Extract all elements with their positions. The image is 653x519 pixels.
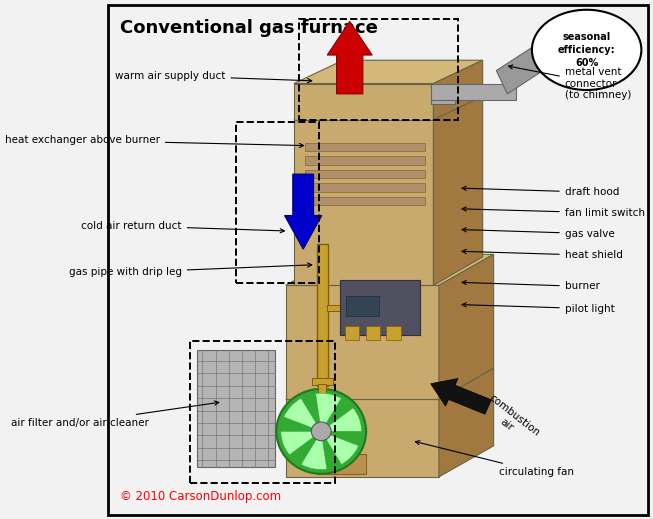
Wedge shape — [321, 408, 362, 431]
Bar — [317, 244, 328, 386]
Wedge shape — [315, 393, 342, 431]
Polygon shape — [496, 42, 551, 94]
Text: © 2010 CarsonDunlop.com: © 2010 CarsonDunlop.com — [120, 490, 281, 503]
Polygon shape — [431, 84, 455, 104]
Wedge shape — [281, 431, 321, 455]
Text: seasonal
efficiency:
60%: seasonal efficiency: 60% — [558, 32, 615, 68]
Bar — [326, 305, 347, 311]
Bar — [317, 454, 366, 474]
Polygon shape — [285, 285, 439, 399]
Text: gas valve: gas valve — [462, 228, 614, 239]
Polygon shape — [305, 157, 425, 165]
Polygon shape — [285, 368, 494, 399]
Polygon shape — [294, 120, 434, 285]
Ellipse shape — [535, 37, 562, 57]
Text: combustion
air: combustion air — [479, 392, 541, 447]
Text: draft hood: draft hood — [462, 186, 619, 197]
Text: pilot light: pilot light — [462, 303, 614, 313]
Text: warm air supply duct: warm air supply duct — [115, 71, 311, 83]
Polygon shape — [305, 143, 425, 152]
Polygon shape — [305, 197, 425, 205]
Polygon shape — [305, 183, 425, 192]
Bar — [236, 122, 319, 283]
Text: heat exchanger above burner: heat exchanger above burner — [5, 135, 304, 147]
Polygon shape — [294, 91, 483, 120]
Text: gas pipe with drip leg: gas pipe with drip leg — [69, 263, 311, 278]
Ellipse shape — [539, 40, 558, 54]
Text: Conventional gas furnace: Conventional gas furnace — [120, 19, 378, 37]
Text: air filter and/or air cleaner: air filter and/or air cleaner — [11, 401, 219, 428]
Bar — [387, 326, 400, 340]
Bar — [346, 296, 379, 317]
Text: heat shield: heat shield — [462, 250, 622, 261]
Polygon shape — [431, 84, 515, 100]
Polygon shape — [439, 368, 494, 477]
Text: metal vent
connector
(to chimney): metal vent connector (to chimney) — [509, 65, 631, 100]
Polygon shape — [285, 254, 494, 285]
Bar — [366, 326, 380, 340]
Polygon shape — [305, 170, 425, 178]
Polygon shape — [294, 60, 483, 84]
Polygon shape — [285, 399, 439, 477]
Polygon shape — [197, 350, 275, 467]
FancyArrow shape — [285, 174, 322, 249]
Text: cold air return duct: cold air return duct — [81, 221, 285, 233]
Wedge shape — [321, 431, 358, 465]
Wedge shape — [301, 431, 327, 470]
Polygon shape — [294, 84, 434, 120]
Bar — [312, 377, 333, 385]
Wedge shape — [284, 398, 321, 431]
Bar — [190, 341, 335, 483]
Bar — [299, 19, 458, 120]
Circle shape — [276, 389, 366, 474]
Text: circulating fan: circulating fan — [415, 441, 574, 477]
Ellipse shape — [532, 10, 641, 90]
Text: fan limit switch: fan limit switch — [462, 207, 645, 218]
FancyArrow shape — [327, 21, 372, 94]
Bar — [340, 280, 420, 335]
Bar — [318, 384, 326, 397]
Circle shape — [311, 422, 331, 441]
Text: burner: burner — [462, 280, 599, 291]
Polygon shape — [434, 60, 483, 120]
Polygon shape — [434, 91, 483, 285]
Polygon shape — [439, 254, 494, 399]
Bar — [345, 326, 359, 340]
FancyArrow shape — [431, 378, 491, 414]
